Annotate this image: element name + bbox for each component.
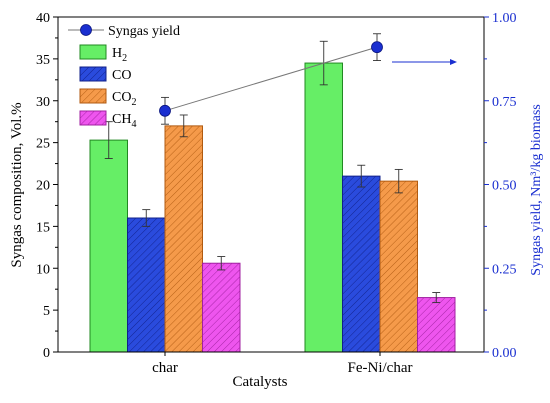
legend-swatch-hatch xyxy=(80,67,106,81)
y-tick-label: 35 xyxy=(36,53,50,68)
yield-point xyxy=(159,104,171,117)
legend-label: Syngas yield xyxy=(108,24,180,39)
left-axis: 0 5 10 15 20 25 30 35 40 xyxy=(36,11,58,361)
y-axis-title: Syngas composition, Vol.% xyxy=(9,102,25,267)
y-right-tick-label: 0.50 xyxy=(492,179,517,194)
yield-line xyxy=(164,46,378,112)
y-tick-label: 25 xyxy=(36,137,50,152)
yield-series xyxy=(159,33,383,125)
y-axis-right-title: Syngas yield, Nm³/kg biomass xyxy=(529,104,544,275)
y-tick-label: 20 xyxy=(36,179,50,194)
x-tick-label: Fe-Ni/char xyxy=(348,360,413,376)
right-axis: 0.00 0.25 0.50 0.75 1.00 xyxy=(484,11,517,361)
bar xyxy=(304,62,343,353)
y-right-tick-label: 0.25 xyxy=(492,262,517,277)
y-tick-label: 30 xyxy=(36,95,50,110)
legend-label: CH4 xyxy=(112,112,136,130)
bar-hatch xyxy=(342,176,380,352)
bar-hatch xyxy=(417,297,455,352)
bar-hatch xyxy=(127,218,165,352)
y-tick-label: 0 xyxy=(43,346,50,361)
legend-label: H2 xyxy=(112,46,127,64)
legend-swatch-hatch xyxy=(80,111,106,125)
right-axis-arrow xyxy=(392,59,457,65)
bar-group xyxy=(89,62,456,353)
x-axis: char Fe-Ni/char xyxy=(152,352,412,376)
y-tick-label: 40 xyxy=(36,11,50,26)
y-tick-label: 5 xyxy=(43,304,50,319)
legend-label: CO2 xyxy=(112,90,136,108)
yield-point xyxy=(371,41,383,54)
legend-swatch xyxy=(79,44,107,60)
y-right-tick-label: 0.75 xyxy=(492,95,517,110)
y-tick-label: 15 xyxy=(36,220,50,235)
bar-hatch xyxy=(380,181,418,352)
bar-hatch xyxy=(202,263,240,352)
legend-swatch-hatch xyxy=(80,89,106,103)
x-tick-label: char xyxy=(152,360,178,376)
y-right-tick-label: 1.00 xyxy=(492,11,517,26)
y-right-tick-label: 0.00 xyxy=(492,346,517,361)
legend-marker xyxy=(80,24,92,36)
y-tick-label: 10 xyxy=(36,262,50,277)
bar xyxy=(89,139,128,353)
legend-label: CO xyxy=(112,68,131,83)
bar-hatch xyxy=(165,125,203,352)
x-axis-title: Catalysts xyxy=(233,374,288,390)
